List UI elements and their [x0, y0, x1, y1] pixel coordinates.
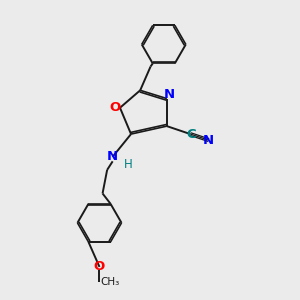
Text: H: H	[124, 158, 132, 171]
Text: C: C	[186, 128, 196, 141]
Text: N: N	[202, 134, 214, 147]
Text: O: O	[94, 260, 105, 273]
Text: N: N	[164, 88, 175, 101]
Text: CH₃: CH₃	[100, 277, 120, 287]
Text: O: O	[110, 101, 121, 114]
Text: N: N	[107, 150, 118, 163]
